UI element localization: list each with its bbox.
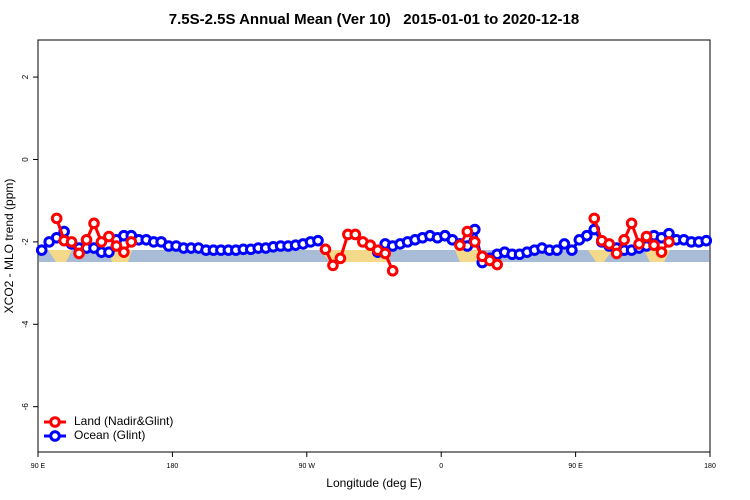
point [663, 236, 675, 248]
chart-title: 7.5S-2.5S Annual Mean (Ver 10) 2015-01-0… [169, 11, 579, 28]
point [50, 212, 63, 225]
legend-marker [49, 416, 61, 428]
x-tick-label: 180 [167, 463, 179, 470]
x-tick-label: 180 [704, 463, 716, 470]
land-patch [48, 250, 72, 262]
x-tick-label: 0 [439, 463, 443, 470]
y-tick-label: 2 [21, 74, 30, 79]
point [319, 243, 332, 256]
point [364, 239, 377, 251]
point [379, 247, 392, 260]
point [603, 238, 616, 250]
point [88, 217, 100, 230]
point [566, 244, 578, 256]
y-axis-label: XCO2 - MLO trend (ppm) [2, 179, 16, 314]
point [118, 246, 130, 258]
point [454, 239, 466, 251]
point [618, 234, 630, 246]
point [558, 238, 571, 250]
legend-label: Land (Nadir&Glint) [74, 414, 173, 428]
point [633, 238, 645, 250]
x-tick-label: 90 E [31, 463, 46, 470]
point [700, 234, 713, 247]
point [491, 258, 504, 271]
y-tick-label: -2 [21, 238, 30, 246]
point [349, 228, 362, 241]
point [581, 229, 593, 242]
point [648, 239, 660, 251]
legend-marker [49, 430, 61, 442]
x-tick-label: 90 W [299, 463, 316, 470]
point [469, 236, 481, 248]
y-tick-label: 0 [21, 157, 30, 162]
point [551, 244, 563, 256]
point [312, 234, 324, 247]
x-tick-label: 90 E [568, 463, 583, 470]
point [610, 247, 623, 260]
x-axis-label: Longitude (deg E) [326, 476, 421, 490]
point [103, 230, 115, 243]
point [386, 264, 399, 277]
point [125, 236, 138, 248]
point [327, 259, 339, 272]
point [655, 246, 668, 258]
point [588, 212, 601, 225]
point [461, 225, 474, 238]
land-patch [455, 250, 482, 262]
point [625, 217, 638, 230]
y-tick-label: -4 [21, 320, 30, 328]
point [35, 244, 48, 256]
point [640, 230, 653, 243]
point [95, 236, 108, 248]
point [65, 236, 78, 248]
point [73, 247, 85, 260]
legend-label: Ocean (Glint) [74, 428, 145, 442]
y-tick-label: -6 [21, 403, 30, 411]
point [80, 234, 93, 246]
point [110, 240, 123, 252]
point [103, 246, 115, 258]
land-patch [588, 250, 612, 262]
point [334, 252, 347, 265]
